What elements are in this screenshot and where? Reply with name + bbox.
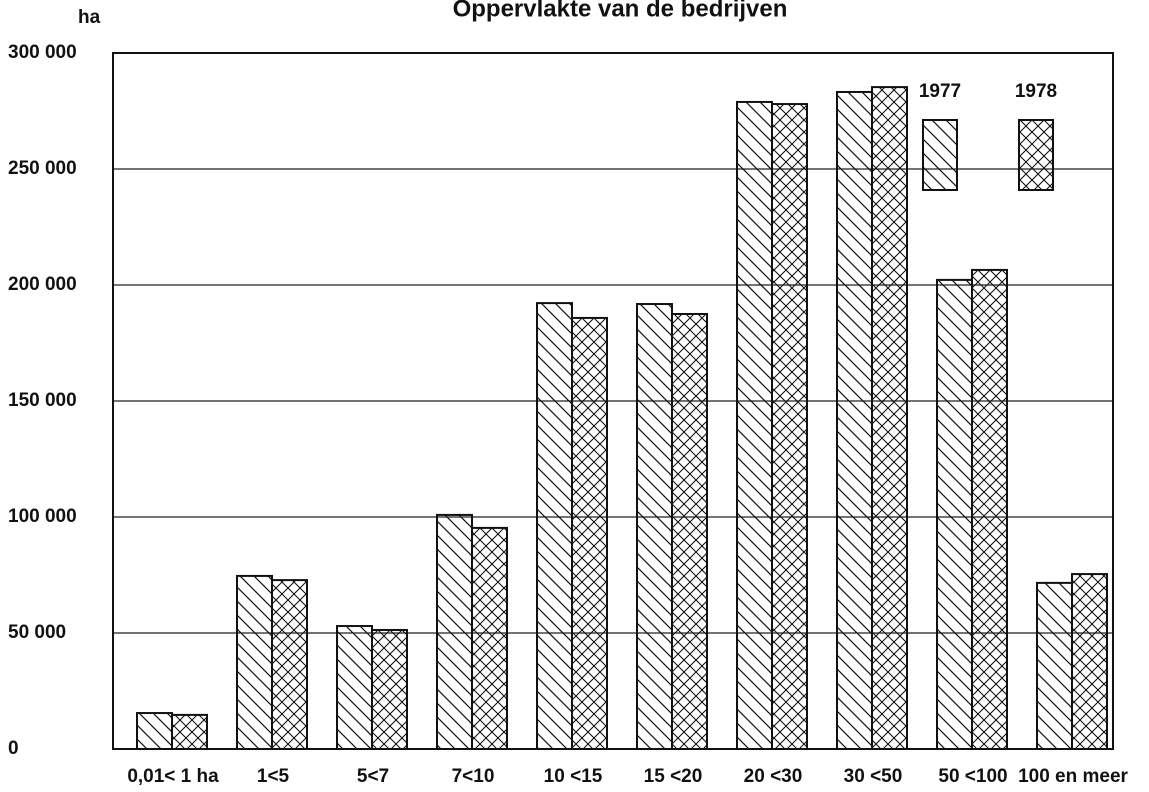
x-tick-label: 0,01< 1 ha bbox=[127, 766, 219, 787]
bar bbox=[936, 278, 973, 750]
y-tick-label: 50 000 bbox=[8, 622, 66, 643]
x-tick-label: 5<7 bbox=[357, 766, 389, 787]
y-tick-label: 150 000 bbox=[8, 390, 77, 411]
bar bbox=[336, 625, 373, 750]
x-tick-label: 10 <15 bbox=[544, 766, 603, 787]
bar bbox=[836, 90, 873, 750]
bar bbox=[771, 103, 808, 751]
bar bbox=[571, 316, 608, 750]
bar bbox=[136, 712, 173, 750]
x-tick-label: 50 <100 bbox=[938, 766, 1007, 787]
bar bbox=[1036, 581, 1073, 750]
legend-label: 1977 bbox=[919, 81, 961, 102]
bar bbox=[536, 302, 573, 750]
y-tick-label: 250 000 bbox=[8, 158, 77, 179]
bar bbox=[371, 628, 408, 751]
bar bbox=[871, 86, 908, 750]
x-tick-label: 100 en meer bbox=[1018, 766, 1128, 787]
bar bbox=[171, 713, 208, 750]
bar bbox=[471, 526, 508, 750]
chart-title: Oppervlakte van de bedrijven bbox=[453, 0, 788, 22]
bar bbox=[271, 579, 308, 750]
bar bbox=[671, 313, 708, 750]
legend-label: 1978 bbox=[1015, 81, 1057, 102]
x-tick-label: 15 <20 bbox=[644, 766, 703, 787]
y-tick-label: 0 bbox=[8, 738, 19, 759]
x-tick-label: 30 <50 bbox=[844, 766, 903, 787]
y-tick-label: 200 000 bbox=[8, 274, 77, 295]
x-tick-label: 20 <30 bbox=[744, 766, 803, 787]
y-tick-label: 300 000 bbox=[8, 42, 77, 63]
legend-swatch bbox=[1018, 119, 1054, 191]
bar bbox=[736, 100, 773, 750]
plot-frame bbox=[112, 52, 1114, 750]
legend-swatch bbox=[922, 119, 958, 191]
bar bbox=[971, 268, 1008, 750]
x-tick-label: 1<5 bbox=[257, 766, 290, 787]
bar bbox=[436, 513, 473, 750]
bar bbox=[236, 574, 273, 750]
y-axis-label: ha bbox=[78, 7, 101, 28]
bar bbox=[636, 303, 673, 750]
y-tick-label: 100 000 bbox=[8, 506, 77, 527]
bar bbox=[1071, 573, 1108, 751]
x-tick-label: 7<10 bbox=[452, 766, 495, 787]
